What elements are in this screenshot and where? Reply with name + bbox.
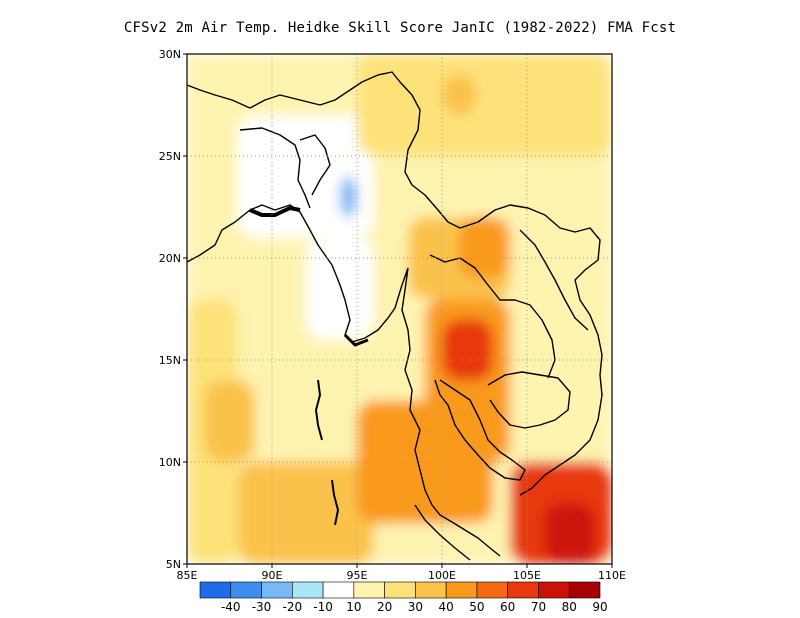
tick-label-lat-5: 30N xyxy=(159,48,181,61)
colorbar-swatch-11 xyxy=(538,581,570,599)
coastline-gulf-of-thailand xyxy=(434,379,526,481)
colorbar-swatch-12 xyxy=(568,581,601,599)
colorbar-swatch-7 xyxy=(415,581,447,599)
nicobar-islands xyxy=(331,479,339,526)
colorbar: -40 -30 -20 -10 10 20 30 40 50 60 70 80 90 xyxy=(199,581,608,614)
colorbar-swatch-8 xyxy=(445,581,478,599)
andaman-islands xyxy=(315,379,323,441)
colorbar-label-4: 10 xyxy=(346,600,361,614)
map-frame xyxy=(186,53,613,565)
field-region-15 xyxy=(442,74,476,116)
colorbar-label-10: 70 xyxy=(531,600,546,614)
colorbar-swatch-1 xyxy=(230,581,262,599)
colorbar-label-2: -20 xyxy=(283,600,303,614)
coastline-sumatra xyxy=(414,504,471,561)
tick-label-lat-4: 25N xyxy=(159,150,181,163)
colorbar-label-9: 60 xyxy=(500,600,515,614)
tick-label-lon-2: 95E xyxy=(347,569,368,582)
tick-label-lon-5: 110E xyxy=(598,569,626,582)
field-region-3 xyxy=(238,462,374,564)
field-region-11 xyxy=(238,115,374,238)
colorbar-swatch-4 xyxy=(322,581,355,599)
colorbar-label-0: -40 xyxy=(221,600,241,614)
colorbar-swatch-6 xyxy=(384,581,416,599)
field-region-10 xyxy=(459,217,510,279)
colorbar-label-5: 20 xyxy=(377,600,392,614)
colorbar-label-3: -10 xyxy=(313,600,333,614)
colorbar-label-8: 50 xyxy=(469,600,484,614)
field-region-13 xyxy=(340,176,357,218)
delta-irrawaddy xyxy=(343,333,369,347)
tick-label-lon-4: 105E xyxy=(513,569,541,582)
colorbar-swatch-9 xyxy=(476,581,508,599)
map-title: CFSv2 2m Air Temp. Heidke Skill Score Ja… xyxy=(123,20,677,36)
field-region-14 xyxy=(357,54,612,156)
colorbar-label-1: -30 xyxy=(252,600,272,614)
colorbar-label-7: 40 xyxy=(439,600,454,614)
boundary-cambodia xyxy=(487,371,571,429)
boundary-laos-vietnam xyxy=(519,229,589,331)
tick-label-lon-0: 85E xyxy=(177,569,198,582)
axis-ticks: 85E 90E 95E 100E 105E 110E 5N 10N 15N 20N 25N 30N xyxy=(159,48,626,582)
field-region-12 xyxy=(306,237,374,340)
colorbar-label-12: 90 xyxy=(592,600,607,614)
tick-label-lat-3: 20N xyxy=(159,252,181,265)
colorbar-swatch-0 xyxy=(199,581,232,599)
delta-ganges xyxy=(249,206,301,217)
tick-label-lon-1: 90E xyxy=(262,569,283,582)
field-region-6 xyxy=(442,319,493,381)
colorbar-label-6: 30 xyxy=(408,600,423,614)
heatmap-field xyxy=(187,54,612,564)
tick-label-lat-1: 10N xyxy=(159,456,181,469)
coastlines xyxy=(187,71,603,561)
field-region-2 xyxy=(204,380,255,462)
colorbar-swatch-10 xyxy=(507,581,539,599)
tick-label-lat-2: 15N xyxy=(159,354,181,367)
colorbar-label-11: 80 xyxy=(562,600,577,614)
boundary-thailand-laos xyxy=(429,254,556,379)
colorbar-swatch-5 xyxy=(353,581,385,599)
tick-label-lon-3: 100E xyxy=(428,569,456,582)
boundary-bangladesh xyxy=(239,127,311,209)
coastline-bay-of-bengal xyxy=(187,204,409,343)
graticule xyxy=(187,54,612,564)
boundary-north xyxy=(187,71,461,229)
colorbar-swatch-2 xyxy=(261,581,293,599)
field-region-8 xyxy=(544,502,595,564)
tick-label-lat-0: 5N xyxy=(166,558,181,571)
colorbar-swatch-3 xyxy=(292,581,324,599)
boundary-myanmar-thailand xyxy=(401,267,501,557)
coastline-indochina xyxy=(459,204,603,496)
